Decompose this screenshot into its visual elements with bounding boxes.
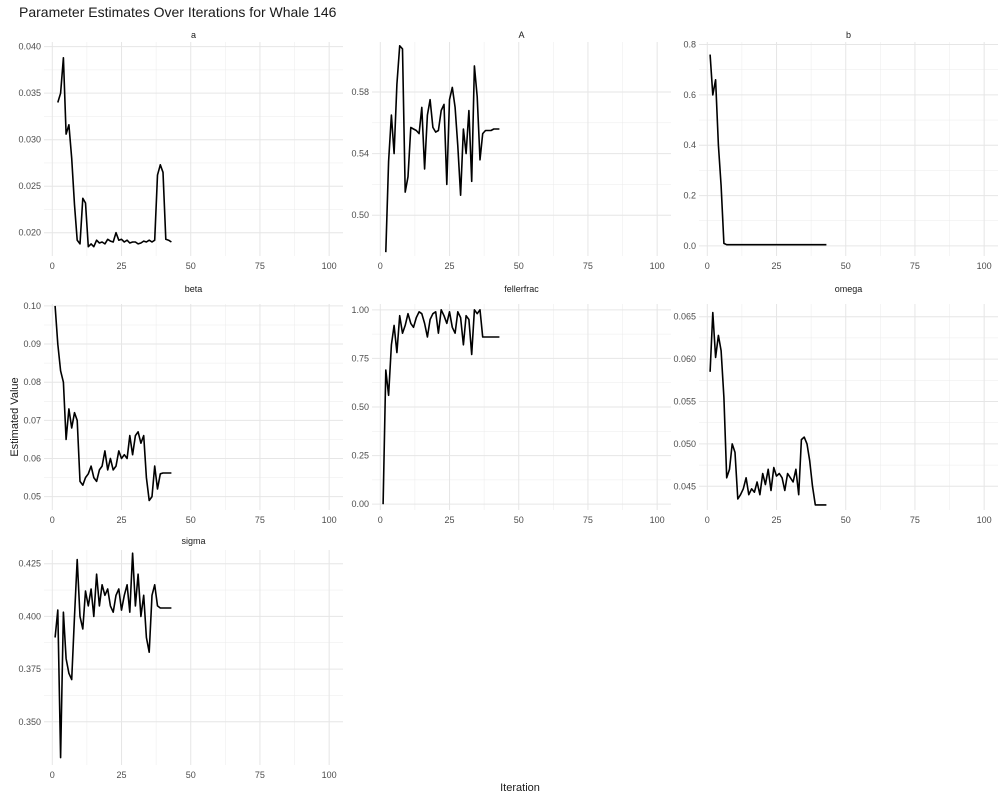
facet-panel-omega: 0 25 50 75 100 0.045 0.050 0.055 0.060 0.065 omega [673,284,998,525]
x-tick-label: 100 [977,515,992,525]
y-tick-label: 0.045 [673,481,696,491]
y-tick-label: 0.375 [18,664,41,674]
y-tick-label: 0.025 [18,181,41,191]
x-tick-label: 75 [910,261,920,271]
x-tick-label: 75 [255,770,265,780]
y-tick-label: 0.2 [683,191,696,201]
y-tick-label: 0.0 [683,241,696,251]
facet-strip-label: a [191,30,196,40]
series-line-A [385,44,500,253]
x-tick-label: 75 [255,261,265,271]
x-tick-label: 0 [705,515,710,525]
series-line-sigma [54,552,172,759]
y-tick-label: 0.425 [18,559,41,569]
y-tick-label: 0.05 [23,492,41,502]
facet-panel-beta: 0 25 50 75 100 0.05 0.06 0.07 0.08 0.09 0.10 beta [23,284,343,525]
facet-strip-label: sigma [181,536,205,546]
y-tick-label: 0.060 [673,354,696,364]
y-tick-label: 0.030 [18,135,41,145]
x-tick-label: 50 [841,515,851,525]
x-tick-label: 25 [445,515,455,525]
y-tick-label: 1.00 [351,305,369,315]
y-tick-label: 0.035 [18,88,41,98]
facet-panel-sigma: 0 25 50 75 100 0.350 0.375 0.400 0.425 sigma [18,536,343,780]
x-tick-label: 25 [117,261,127,271]
y-tick-label: 0.54 [351,149,369,159]
y-tick-label: 0.08 [23,377,41,387]
y-tick-label: 0.06 [23,454,41,464]
facet-strip-label: beta [185,284,203,294]
facet-strip-label: A [518,30,524,40]
x-tick-label: 50 [841,261,851,271]
x-tick-label: 0 [50,261,55,271]
x-tick-label: 50 [514,261,524,271]
facet-strip-label: fellerfrac [504,284,539,294]
x-tick-label: 0 [50,770,55,780]
x-tick-label: 100 [650,261,665,271]
facet-panel-A: 0 25 50 75 100 0.50 0.54 0.58 A [351,30,671,271]
x-tick-label: 50 [186,261,196,271]
x-tick-label: 50 [186,770,196,780]
x-tick-label: 75 [910,515,920,525]
y-tick-label: 0.8 [683,40,696,50]
y-tick-label: 0.6 [683,90,696,100]
x-tick-label: 75 [583,515,593,525]
y-tick-label: 0.040 [18,42,41,52]
y-tick-label: 0.50 [351,402,369,412]
y-tick-label: 0.75 [351,353,369,363]
y-tick-label: 0.50 [351,210,369,220]
x-tick-label: 50 [186,515,196,525]
x-tick-label: 50 [514,515,524,525]
series-line-a [57,56,172,248]
x-tick-label: 25 [445,261,455,271]
facet-strip-label: b [846,30,851,40]
series-line-b [709,54,827,246]
y-tick-label: 0.00 [351,499,369,509]
y-axis-title: Estimated Value [9,377,21,457]
x-tick-label: 100 [322,515,337,525]
x-tick-label: 100 [322,770,337,780]
x-tick-label: 0 [378,515,383,525]
y-tick-label: 0.055 [673,396,696,406]
y-tick-label: 0.400 [18,611,41,621]
y-tick-label: 0.4 [683,140,696,150]
series-line-fellerfrac [382,308,500,505]
y-tick-label: 0.020 [18,228,41,238]
y-tick-label: 0.09 [23,339,41,349]
x-axis-title: Iteration [500,782,540,794]
x-tick-label: 0 [50,515,55,525]
x-tick-label: 25 [772,515,782,525]
y-tick-label: 0.065 [673,312,696,322]
series-line-omega [709,311,827,506]
x-tick-label: 100 [650,515,665,525]
x-tick-label: 25 [117,515,127,525]
x-tick-label: 75 [583,261,593,271]
page-title: Parameter Estimates Over Iterations for … [19,4,337,20]
y-tick-label: 0.050 [673,439,696,449]
x-tick-label: 25 [772,261,782,271]
x-tick-label: 25 [117,770,127,780]
x-tick-label: 75 [255,515,265,525]
x-tick-label: 100 [322,261,337,271]
x-tick-label: 0 [705,261,710,271]
y-tick-label: 0.25 [351,451,369,461]
y-tick-label: 0.350 [18,717,41,727]
facet-panel-fellerfrac: 0 25 50 75 100 0.00 0.25 0.50 0.75 1.00 fellerfrac [351,284,671,525]
y-tick-label: 0.10 [23,301,41,311]
x-tick-label: 0 [378,261,383,271]
y-tick-label: 0.58 [351,87,369,97]
series-line-beta [54,305,172,502]
facet-strip-label: omega [835,284,863,294]
facet-panel-b: 0 25 50 75 100 0.0 0.2 0.4 0.6 0.8 b [683,30,998,271]
y-tick-label: 0.07 [23,415,41,425]
facet-panel-a: 0 25 50 75 100 0.020 0.025 0.030 0.035 0.040 a [18,30,343,271]
x-tick-label: 100 [977,261,992,271]
